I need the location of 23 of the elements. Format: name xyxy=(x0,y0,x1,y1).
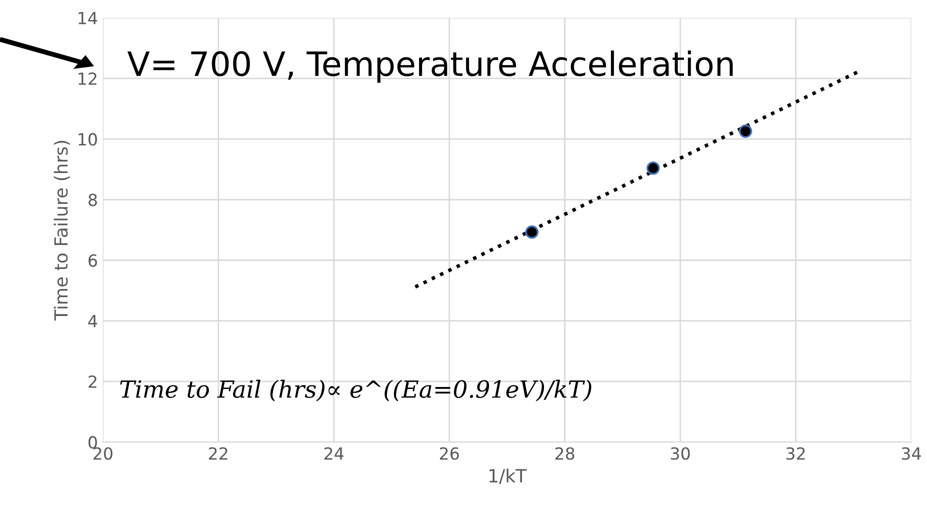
y-tick-label: 0 xyxy=(88,436,97,449)
x-tick-label: 32 xyxy=(786,447,805,460)
x-tick-label: 24 xyxy=(324,447,344,460)
y-axis-title: Time to Failure (hrs) xyxy=(54,140,70,321)
y-tick-label: 4 xyxy=(88,315,98,328)
y-tick-label: 10 xyxy=(78,133,97,146)
annotation: V= 700 V, Temperature Acceleration xyxy=(127,50,733,83)
y-tick-label: 8 xyxy=(88,194,97,206)
y-tick-label: 2 xyxy=(88,375,96,388)
y-tick-label: 14 xyxy=(78,12,98,24)
x-tick-label: 30 xyxy=(670,447,690,460)
y-tick-label: 6 xyxy=(88,254,97,267)
annotation: Time to Fail (hrs)∝ e^((Ea=0.91eV)/kT) xyxy=(120,380,592,402)
x-tick-label: 34 xyxy=(902,447,921,460)
point xyxy=(646,161,660,175)
point xyxy=(525,225,539,239)
x-axis-title: 1/kT xyxy=(490,468,527,484)
x-tick-label: 22 xyxy=(208,447,228,460)
x-tick-label: 20 xyxy=(94,447,112,460)
point xyxy=(738,124,752,138)
x-tick-label: 26 xyxy=(440,447,459,460)
x-tick-label: 28 xyxy=(555,447,574,460)
y-tick-label: 12 xyxy=(78,72,96,85)
